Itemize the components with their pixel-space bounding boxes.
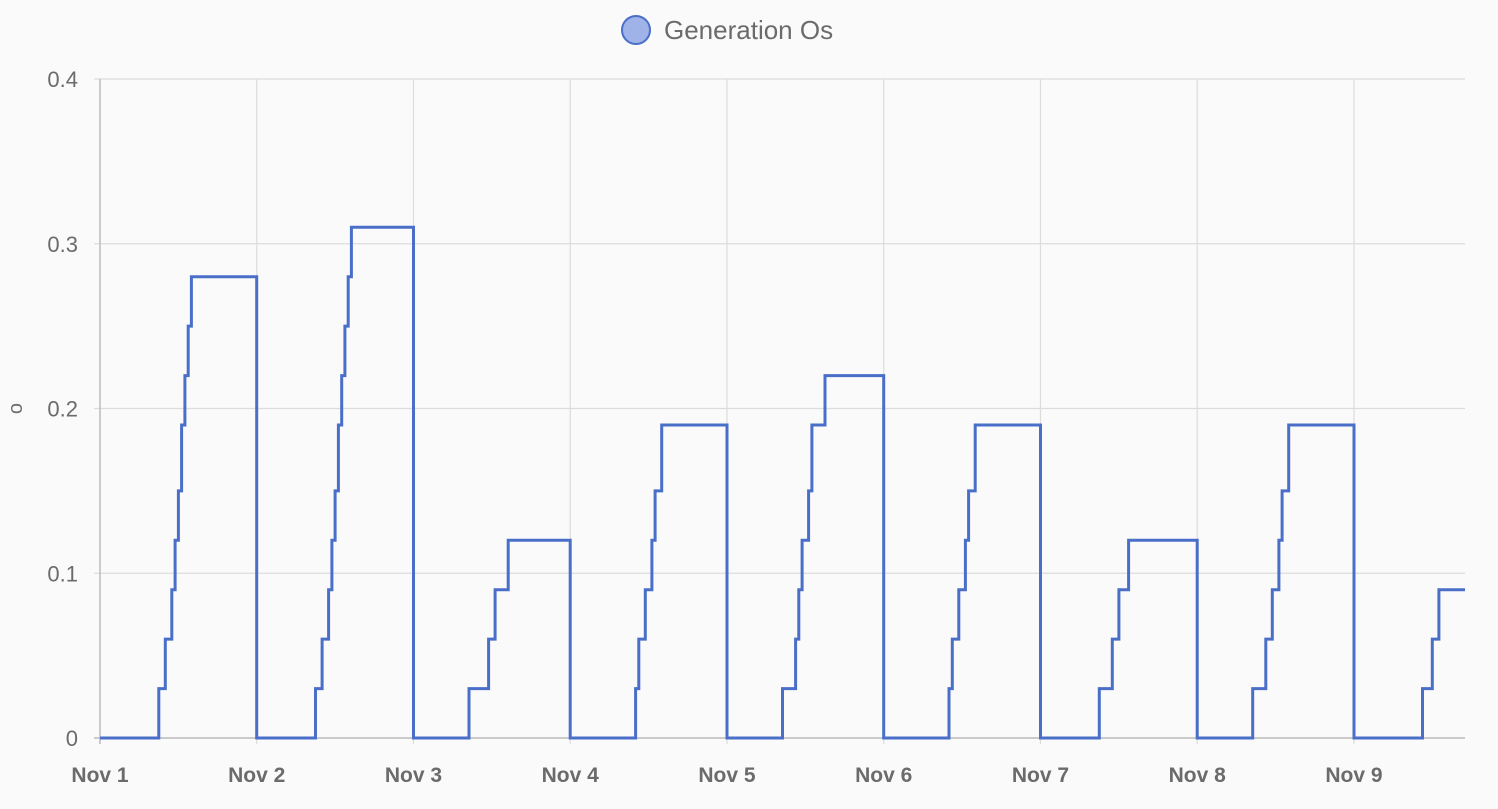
y-tick-label: 0.3	[47, 232, 78, 257]
y-tick-label: 0.1	[47, 561, 78, 586]
x-tick-label: Nov 3	[385, 764, 442, 787]
x-tick-label: Nov 2	[228, 764, 285, 787]
y-tick-label: 0.4	[47, 67, 78, 92]
x-tick-label: Nov 9	[1325, 764, 1382, 787]
x-tick-label: Nov 6	[855, 764, 912, 787]
legend-swatch-icon[interactable]	[621, 15, 651, 45]
y-tick-label: 0	[66, 726, 78, 751]
y-tick-label: 0.2	[47, 397, 78, 422]
legend-label[interactable]: Generation Os	[664, 15, 833, 45]
gridlines	[94, 78, 1465, 744]
x-tick-label: Nov 1	[71, 764, 129, 787]
axes: 0 0.1 0.2 0.3 0.4 Nov 1 Nov 2 Nov 3 Nov 4 Nov 5 No…	[47, 67, 1465, 787]
series-line-0	[100, 225, 1465, 740]
legend[interactable]: Generation Os	[621, 15, 833, 45]
y-axis-label: o	[5, 403, 27, 414]
x-tick-label: Nov 7	[1012, 764, 1069, 787]
x-tick-label: Nov 4	[542, 764, 600, 787]
series-group	[100, 225, 1465, 740]
x-tick-label: Nov 8	[1169, 764, 1227, 787]
x-tick-label: Nov 5	[698, 764, 756, 787]
